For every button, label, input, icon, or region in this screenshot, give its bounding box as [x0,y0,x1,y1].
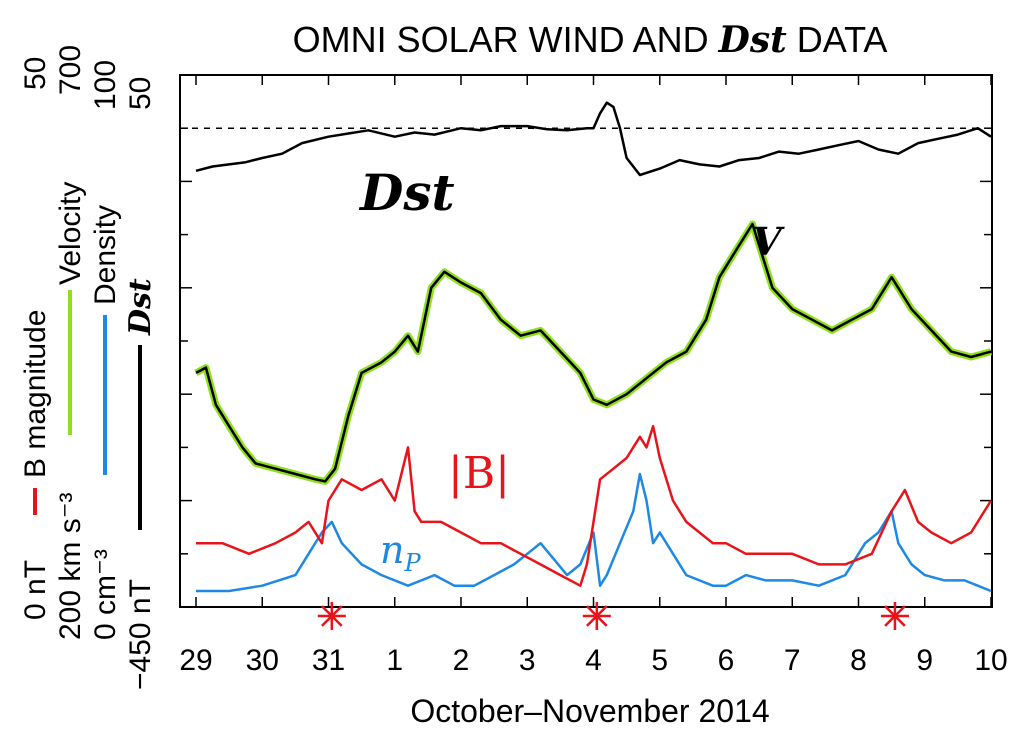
x-tick-label: 10 [974,644,1007,677]
series-lines [194,101,993,593]
x-tick-label: 31 [312,644,345,677]
dst-axis-min: −450 nT [124,579,157,690]
y-axis-ticks [180,74,992,608]
dst-axis-max: 50 [124,77,157,110]
x-tick-label: 2 [453,644,470,677]
x-tick-label: 6 [718,644,735,677]
series-label-velocity: V [752,219,785,264]
event-star-marker [880,602,909,630]
density-axis-min: 0 cm⁻³ [89,549,122,640]
x-tick-label: 5 [651,644,668,677]
velocity-halo-line [194,220,992,485]
x-tick-label: 4 [585,644,602,677]
velocity-line [195,222,992,483]
y-axis-b-magnitude-label: 0 nT B magnitude 50 [19,57,52,620]
y-axis-dst-label: −450 nT Dst 50 [123,77,158,690]
density-axis-title: Density [89,205,122,305]
dst-line [195,101,992,177]
x-tick-label: 30 [246,644,279,677]
y-axis-density-label: 0 cm⁻³ Density 100 [89,60,122,640]
b-axis-title: B magnitude [19,310,52,478]
x-axis-label: October–November 2014 [410,693,769,729]
density-line [196,472,992,593]
density-axis-max: 100 [89,60,122,110]
velocity-axis-title: Velocity [54,182,87,285]
velocity-axis-max: 700 [54,45,87,95]
event-markers [317,602,909,630]
b-magnitude-line [196,424,993,587]
b-axis-min: 0 nT [19,560,52,620]
x-axis-ticks: 29 30 31 1 2 3 4 5 6 7 8 9 10 [179,75,1008,677]
x-tick-label: 3 [519,644,536,677]
x-tick-label: 8 [850,644,867,677]
y-axis-velocity-label: 200 km s⁻³ Velocity 700 [54,45,87,640]
event-star-marker [582,602,611,630]
x-tick-label: 7 [784,644,801,677]
event-star-marker [317,602,346,630]
dst-axis-title: Dst [123,278,158,336]
b-axis-max: 50 [19,57,52,90]
chart-title: OMNI SOLAR WIND AND Dst DATA [293,19,888,61]
x-tick-label: 1 [386,644,403,677]
x-tick-label: 9 [916,644,933,677]
series-label-dst: Dst [358,163,455,222]
series-label-density: nP [380,528,421,577]
series-label-b-magnitude: |B| [448,448,510,499]
velocity-axis-min: 200 km s⁻³ [54,492,87,640]
x-tick-label: 29 [179,644,212,677]
